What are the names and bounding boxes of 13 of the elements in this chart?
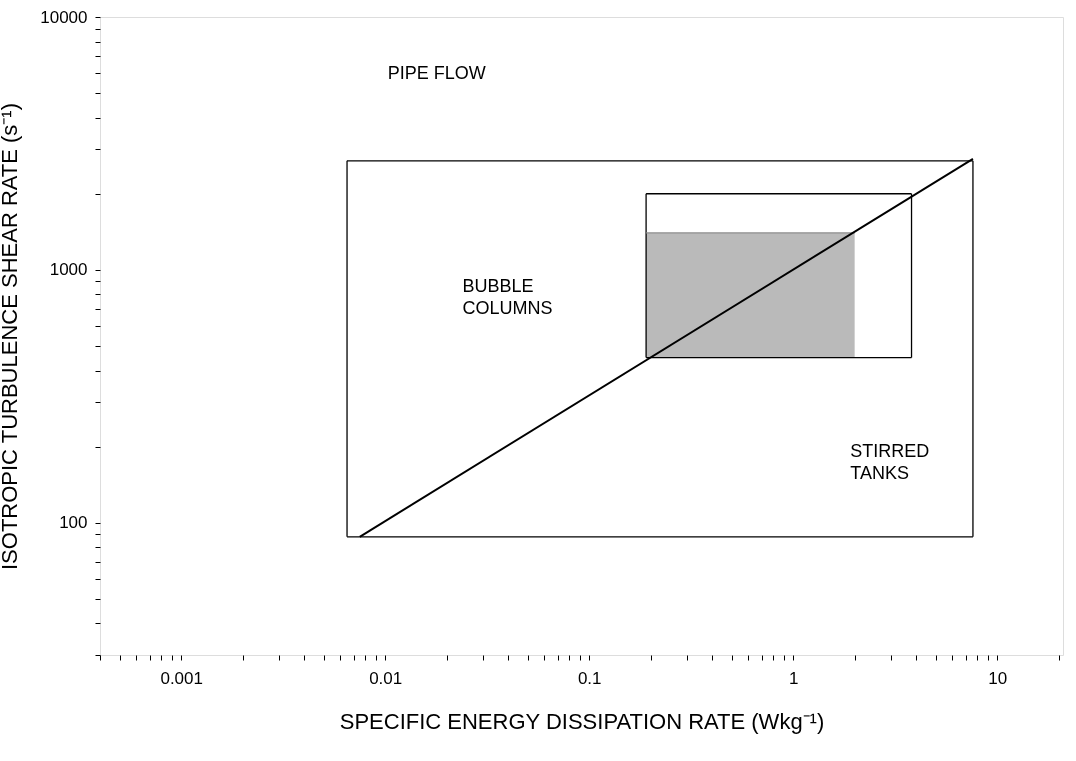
x-tick-label: 0.1: [577, 668, 602, 688]
y-tick-label: 10000: [40, 7, 88, 27]
annotation: STIRRED TANKS: [850, 440, 930, 483]
y-axis-title: ISOTROPIC TURBULENCE SHEAR RATE (s⁻¹): [0, 102, 23, 571]
x-tick-label: 1: [789, 668, 799, 688]
annotation: BUBBLE COLUMNS: [462, 276, 553, 319]
x-axis-title: SPECIFIC ENERGY DISSIPATION RATE (Wkg⁻¹): [339, 708, 825, 734]
x-tick-label: 0.01: [369, 668, 403, 688]
y-tick-label: 1000: [49, 260, 88, 280]
y-tick-label: 100: [59, 513, 88, 533]
x-tick-label: 10: [988, 668, 1008, 688]
x-tick-label: 0.001: [160, 668, 203, 688]
annotation: PIPE FLOW: [387, 63, 486, 84]
